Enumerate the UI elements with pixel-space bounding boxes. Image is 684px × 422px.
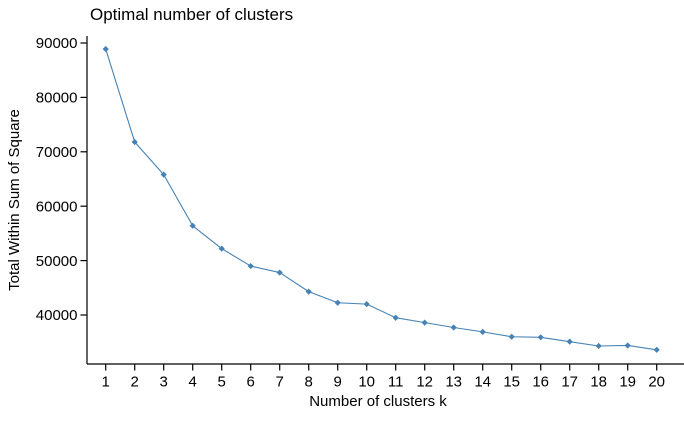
data-point-marker: [624, 342, 631, 349]
y-axis-title: Total Within Sum of Square: [6, 109, 23, 291]
x-tick-label: 2: [131, 374, 139, 391]
data-point-marker: [392, 314, 399, 321]
x-tick-label: 15: [503, 374, 520, 391]
data-point-marker: [334, 299, 341, 306]
x-tick-label: 17: [561, 374, 578, 391]
data-point-marker: [189, 222, 196, 229]
y-tick-label: 80000: [36, 90, 78, 107]
data-point-marker: [218, 245, 225, 252]
x-tick-label: 8: [305, 374, 313, 391]
x-tick-label: 16: [532, 374, 549, 391]
data-point-marker: [653, 346, 660, 353]
data-point-marker: [102, 45, 109, 53]
series-line: [105, 48, 657, 351]
data-point-marker: [421, 319, 428, 326]
x-tick-label: 13: [445, 374, 462, 391]
x-tick-label: 20: [648, 374, 665, 391]
x-tick-label: 19: [619, 374, 636, 391]
x-axis-title: Number of clusters k: [309, 393, 447, 410]
data-point-marker: [276, 269, 283, 276]
data-point-marker: [566, 338, 573, 345]
y-tick-label: 90000: [36, 35, 78, 52]
x-tick-label: 6: [247, 374, 255, 391]
data-point-marker: [363, 301, 370, 308]
x-tick-label: 11: [388, 374, 404, 391]
x-tick-label: 7: [276, 374, 284, 391]
x-tick-label: 14: [474, 374, 491, 391]
data-point-marker: [508, 333, 515, 340]
chart-title: Optimal number of clusters: [90, 5, 293, 24]
x-tick-label: 5: [218, 374, 226, 391]
data-point-marker: [450, 324, 457, 331]
x-tick-label: 4: [189, 374, 197, 391]
y-tick-label: 70000: [36, 144, 78, 161]
y-tick-label: 50000: [36, 253, 78, 270]
y-tick-label: 40000: [36, 307, 78, 324]
data-point-marker: [595, 342, 602, 350]
x-tick-label: 1: [102, 374, 110, 391]
data-point-marker: [131, 138, 138, 146]
x-tick-label: 18: [590, 374, 607, 391]
data-point-marker: [537, 334, 544, 341]
data-point-marker: [305, 288, 312, 295]
data-series: [102, 45, 660, 353]
x-tick-label: 12: [416, 374, 433, 391]
x-tick-label: 10: [358, 374, 375, 391]
data-point-marker: [479, 328, 486, 335]
data-point-marker: [160, 171, 167, 178]
data-point-marker: [247, 262, 254, 270]
x-tick-label: 9: [334, 374, 342, 391]
x-tick-label: 3: [160, 374, 168, 391]
y-tick-label: 60000: [36, 198, 78, 215]
